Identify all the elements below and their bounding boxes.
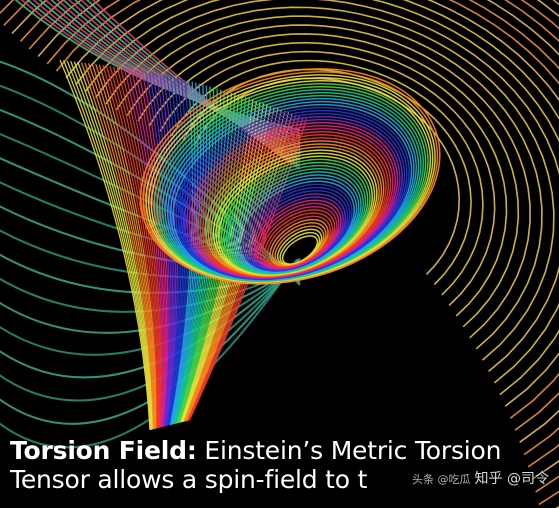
caption-bold-label: Torsion Field:	[10, 436, 197, 465]
caption-line-2: Tensor allows a spin-field to t	[10, 465, 368, 494]
watermark-small: 头条 @吃瓜	[412, 473, 471, 486]
vortex-rings	[139, 68, 441, 285]
caption-line-1-rest: Einstein’s Metric Torsion	[196, 436, 502, 465]
caption-line-1: Torsion Field: Einstein’s Metric Torsion	[10, 436, 555, 465]
caption-text: Torsion Field: Einstein’s Metric Torsion…	[10, 436, 555, 494]
watermark-main: 知乎 @司令	[474, 471, 549, 487]
watermark: 头条 @吃瓜 知乎 @司令	[412, 470, 549, 489]
